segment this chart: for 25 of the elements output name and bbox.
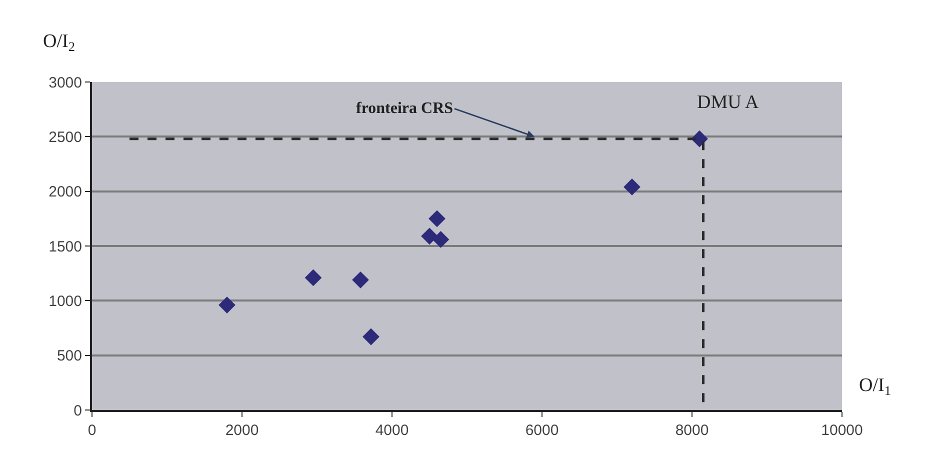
annotation: DMU A [697,92,760,113]
point [352,271,369,288]
point [432,230,450,248]
point [362,328,380,346]
y-tick-label: 500 [56,348,82,365]
point [421,228,438,245]
x-tick-label: 10000 [821,422,863,439]
x-tick-label: 2000 [225,422,259,439]
y-tick-label: 1500 [48,238,82,256]
point [624,178,640,196]
x-axis-title: O/I$_{1}$ [859,375,891,398]
y-tick-label: 2000 [48,184,82,201]
y-tick-label: 3000 [48,74,82,92]
x-tick-label: 4000 [375,422,409,439]
point [428,210,446,228]
y-axis-title: O/I$_{2}$ [43,31,75,54]
point [218,296,236,314]
x-tick-label: 0 [88,422,96,439]
y-tick-label: 1000 [48,292,82,310]
y-tick-label: 2500 [48,128,82,146]
x-tick-label: 8000 [675,422,709,439]
annotation: fronteira CRS [356,100,454,117]
point [304,269,322,286]
x-tick-label: 6000 [525,422,559,439]
y-tick-label: 0 [74,402,82,420]
